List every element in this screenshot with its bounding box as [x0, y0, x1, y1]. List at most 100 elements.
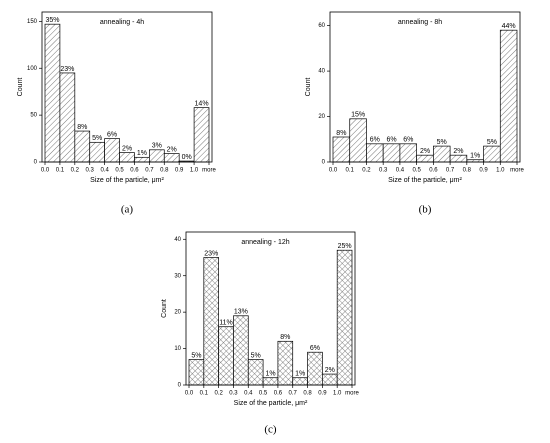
x-tick-label: 0.9 [318, 391, 327, 397]
percent-label: 6% [370, 137, 380, 144]
bar [59, 72, 76, 163]
bar [218, 326, 234, 386]
bar [366, 143, 384, 163]
percent-label: 2% [167, 146, 177, 153]
bar [74, 130, 91, 163]
y-tick-label: 0 [178, 383, 182, 389]
percent-label: 2% [325, 367, 335, 374]
bar [44, 23, 61, 163]
bar [233, 315, 249, 386]
percent-label: 6% [310, 345, 320, 352]
y-axis-label: Count [161, 299, 168, 318]
chart-title: annealing - 12h [241, 239, 289, 246]
plot-frame [185, 231, 356, 386]
caption: (c) [264, 424, 277, 436]
bar [292, 377, 308, 386]
x-tick-label: 0.8 [303, 391, 312, 397]
x-tick-label: 0.2 [71, 168, 80, 174]
percent-label: 23% [204, 250, 218, 257]
x-tick-label: 0.5 [259, 391, 268, 397]
y-tick-label: 20 [318, 114, 325, 120]
x-tick-label: 0.4 [100, 168, 109, 174]
y-tick-label: 0 [322, 160, 326, 166]
x-tick-label: 0.7 [289, 391, 298, 397]
bar [188, 359, 205, 386]
percent-label: 25% [338, 243, 352, 250]
bar [203, 257, 219, 386]
x-tick-label: 1.0 [496, 168, 505, 174]
percent-label: 14% [195, 100, 209, 107]
y-tick-label: 100 [27, 66, 38, 72]
x-tick-label: 0.6 [130, 168, 139, 174]
chart-title: annealing - 8h [398, 19, 442, 26]
bar [134, 156, 150, 163]
bar [399, 143, 417, 163]
bar [332, 136, 351, 163]
percent-label: 3% [152, 143, 162, 150]
x-axis-label: Size of the particle, μm² [388, 177, 462, 184]
x-tick-label: 0.6 [274, 391, 283, 397]
x-tick-label: 0.8 [463, 168, 472, 174]
percent-label: 1% [295, 371, 305, 378]
x-axis-label: Size of the particle, μm² [90, 177, 164, 184]
x-tick-label: 0.7 [446, 168, 455, 174]
y-tick-label: 40 [174, 237, 181, 243]
percent-label: 15% [351, 112, 365, 119]
y-tick-label: 10 [174, 346, 181, 352]
y-tick-label: 60 [318, 23, 325, 29]
percent-label: 5% [437, 139, 447, 146]
y-tick-label: 40 [318, 69, 325, 75]
x-tick-label: 0.9 [175, 168, 184, 174]
bar [307, 351, 323, 386]
chart-title: annealing - 4h [100, 19, 144, 26]
percent-label: 13% [234, 309, 248, 316]
percent-label: 6% [386, 137, 396, 144]
percent-label: 8% [336, 130, 346, 137]
x-tick-label: 0.5 [115, 168, 124, 174]
x-tick-label: 0.8 [160, 168, 169, 174]
y-tick-label: 50 [30, 113, 37, 119]
percent-label: 6% [107, 131, 117, 138]
x-tick-label: 1.0 [333, 391, 342, 397]
percent-label: 8% [77, 124, 87, 131]
x-tick-label: more [202, 168, 216, 174]
x-tick-label: 0.6 [429, 168, 438, 174]
x-tick-label: 0.3 [86, 168, 95, 174]
x-tick-label: more [345, 391, 359, 397]
x-tick-label: 0.1 [346, 168, 355, 174]
x-axis-label: Size of the particle, μm² [234, 400, 308, 407]
percent-label: 5% [487, 139, 497, 146]
x-tick-label: more [510, 168, 524, 174]
percent-label: 2% [420, 148, 430, 155]
percent-label: 6% [403, 137, 413, 144]
bar [499, 29, 518, 163]
caption: (a) [121, 204, 134, 216]
x-tick-label: 0.2 [214, 391, 223, 397]
x-tick-label: 0.7 [145, 168, 154, 174]
bar [449, 154, 468, 163]
plot-frame [41, 11, 213, 163]
plot-frame [329, 11, 521, 163]
x-tick-label: 0.3 [379, 168, 388, 174]
bar [382, 143, 401, 163]
bar [433, 145, 451, 163]
x-tick-label: 0.4 [244, 391, 253, 397]
x-tick-label: 0.0 [41, 168, 50, 174]
bar [193, 107, 210, 163]
percent-label: 1% [265, 371, 275, 378]
x-tick-label: 0.9 [479, 168, 488, 174]
percent-label: 2% [453, 148, 463, 155]
x-tick-label: 0.1 [56, 168, 65, 174]
bar [262, 377, 279, 386]
x-tick-label: 0.3 [229, 391, 238, 397]
bar [119, 152, 135, 163]
bar [89, 141, 105, 163]
percent-label: 44% [502, 23, 516, 30]
x-tick-label: 0.0 [185, 391, 194, 397]
x-tick-label: 0.0 [329, 168, 338, 174]
percent-label: 1% [470, 153, 480, 160]
percent-label: 5% [191, 352, 201, 359]
percent-label: 11% [219, 320, 233, 327]
bar [416, 154, 434, 163]
